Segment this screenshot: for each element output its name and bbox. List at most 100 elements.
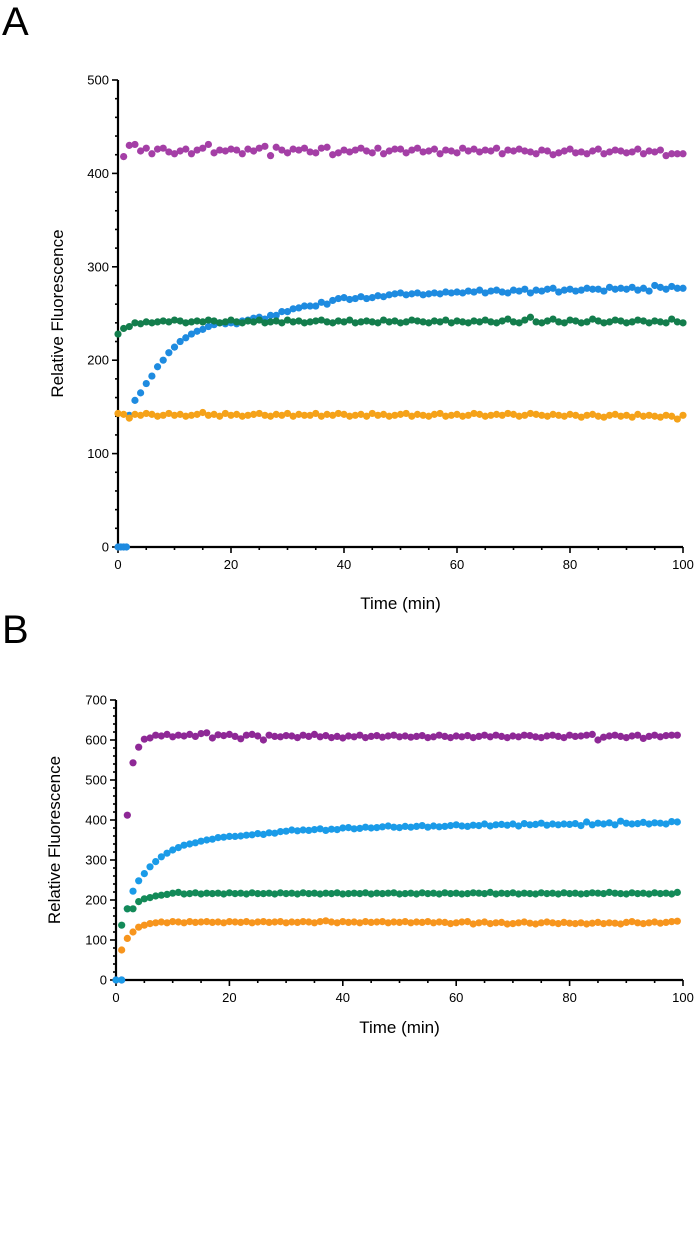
- data-point: [622, 819, 630, 827]
- data-point: [480, 820, 489, 828]
- data-point: [605, 919, 613, 927]
- data-point: [401, 822, 409, 831]
- data-point: [174, 731, 182, 739]
- data-point: [153, 318, 162, 326]
- data-point: [413, 289, 422, 297]
- data-point: [140, 735, 148, 743]
- data-point: [651, 281, 659, 290]
- data-point: [367, 918, 375, 927]
- data-point: [480, 918, 489, 926]
- data-point: [532, 410, 540, 418]
- data-point: [515, 412, 523, 420]
- data-point: [123, 811, 131, 819]
- data-point: [334, 409, 342, 418]
- data-point: [673, 415, 681, 423]
- x-axis-title: Time (min): [359, 1018, 440, 1037]
- data-point: [679, 284, 687, 292]
- x-tick-label: 40: [337, 557, 351, 572]
- data-point: [458, 822, 466, 830]
- data-point: [447, 319, 455, 327]
- data-point: [549, 151, 557, 159]
- data-point: [402, 149, 410, 157]
- data-point: [662, 820, 670, 828]
- data-point: [131, 410, 139, 418]
- data-point: [259, 830, 268, 839]
- data-point: [254, 918, 262, 926]
- data-point: [170, 150, 179, 158]
- data-point: [322, 889, 330, 897]
- data-point: [346, 148, 354, 156]
- data-point: [605, 819, 613, 827]
- data-point: [645, 919, 653, 927]
- data-point: [259, 890, 268, 898]
- y-tick-label: 400: [85, 813, 107, 828]
- data-point: [282, 827, 290, 835]
- data-point: [509, 732, 517, 740]
- data-point: [424, 734, 432, 742]
- data-point: [137, 147, 145, 155]
- data-point: [560, 319, 568, 327]
- data-point: [583, 890, 591, 898]
- data-point: [645, 147, 653, 155]
- data-point: [503, 890, 511, 898]
- data-point: [497, 918, 506, 927]
- data-point: [435, 918, 443, 926]
- data-point: [566, 890, 574, 898]
- data-point: [374, 144, 382, 152]
- data-point: [225, 918, 233, 926]
- data-point: [480, 731, 489, 739]
- data-point: [447, 411, 455, 419]
- data-point: [611, 146, 619, 154]
- data-point: [425, 290, 433, 298]
- data-point: [153, 363, 162, 371]
- data-point: [459, 144, 467, 152]
- data-point: [436, 409, 444, 418]
- data-point: [515, 287, 523, 295]
- data-point: [425, 412, 433, 420]
- data-point: [300, 144, 309, 152]
- data-point: [548, 889, 557, 897]
- x-tick-label: 0: [112, 990, 119, 1005]
- data-point: [475, 889, 483, 897]
- data-point: [668, 315, 676, 323]
- data-point: [174, 918, 182, 926]
- data-point: [656, 919, 664, 927]
- data-point: [543, 147, 552, 155]
- data-point: [503, 821, 511, 829]
- data-point: [487, 411, 495, 419]
- data-point: [374, 319, 382, 327]
- y-tick-label: 300: [85, 853, 107, 868]
- data-point: [407, 823, 415, 831]
- data-point: [673, 917, 681, 925]
- data-point: [583, 411, 591, 419]
- data-point: [452, 919, 460, 927]
- y-axis-title: Relative Fluorescence: [48, 229, 67, 397]
- data-point: [645, 319, 653, 327]
- data-point: [486, 920, 494, 928]
- data-point: [668, 150, 676, 158]
- data-point: [282, 890, 290, 898]
- data-point: [453, 149, 461, 157]
- data-point: [276, 828, 285, 836]
- data-point: [656, 890, 664, 898]
- data-point: [673, 818, 681, 826]
- data-point: [634, 410, 642, 418]
- data-point: [628, 889, 636, 897]
- data-point: [288, 826, 296, 834]
- data-point: [305, 732, 313, 741]
- data-point: [514, 890, 523, 898]
- data-point: [419, 318, 427, 326]
- data-point: [622, 149, 631, 157]
- data-point: [317, 298, 325, 306]
- data-point: [368, 294, 376, 302]
- data-point: [361, 889, 370, 897]
- data-point: [339, 918, 347, 926]
- data-point: [356, 919, 364, 927]
- data-point: [577, 732, 585, 740]
- data-point: [537, 919, 545, 927]
- data-point: [170, 343, 179, 351]
- data-point: [532, 286, 540, 294]
- data-point: [605, 732, 613, 740]
- data-point: [220, 890, 228, 898]
- data-point: [617, 147, 625, 155]
